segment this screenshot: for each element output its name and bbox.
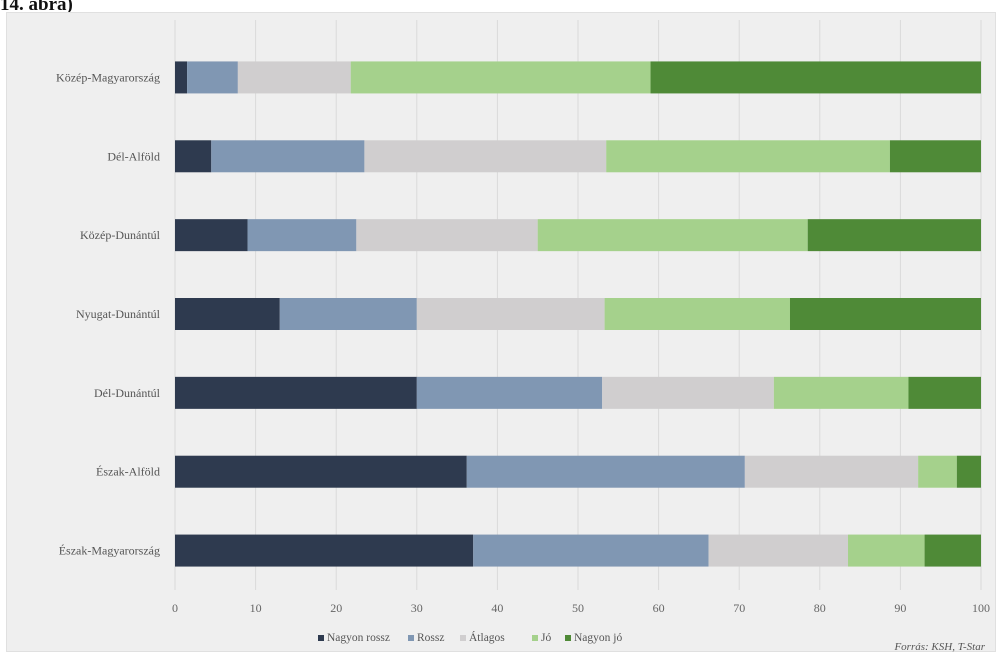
x-tick-label: 40 (491, 601, 503, 615)
bar-segment (211, 140, 365, 173)
source-note: Forrás: KSH, T-Star (893, 641, 985, 653)
bar-segment (175, 455, 467, 488)
x-tick-labels: 0 10 20 30 40 50 60 70 80 90 100 (172, 601, 990, 615)
bar-segment (604, 298, 790, 330)
bar-segment (908, 376, 981, 409)
bar-segment (848, 534, 925, 567)
x-tick-label: 90 (894, 601, 906, 615)
category-label: Dél-Alföld (107, 149, 160, 163)
x-tick-label: 50 (572, 601, 584, 615)
legend-label: Átlagos (469, 630, 505, 644)
bar-segment (175, 298, 280, 330)
bar-segment (807, 219, 981, 252)
bar-segment (175, 140, 212, 173)
legend-label: Jó (541, 632, 551, 644)
bar-segment (473, 534, 709, 567)
legend-label: Nagyon jó (574, 632, 622, 644)
bar-segment (187, 61, 238, 94)
bar-segment (924, 534, 981, 567)
bar-segment (175, 534, 474, 567)
x-tick-label: 10 (250, 601, 262, 615)
legend-swatch (408, 635, 414, 641)
x-tick-label: 70 (733, 601, 745, 615)
bar-segment (247, 219, 357, 252)
x-tick-label: 20 (330, 601, 342, 615)
x-tick-label: 30 (411, 601, 423, 615)
bar-segment (350, 61, 651, 94)
bar-segment (789, 298, 981, 330)
bar-segment (364, 140, 607, 173)
x-tick-label: 100 (972, 601, 990, 615)
bar-segment (650, 61, 981, 94)
x-tick-label: 80 (814, 601, 826, 615)
bar-segment (175, 61, 188, 94)
bar-segment (466, 455, 745, 488)
bar-segment (279, 298, 417, 330)
legend-swatch (318, 635, 324, 641)
bar-segment (416, 298, 605, 330)
bar-segment (416, 376, 603, 409)
bar-segment (237, 61, 351, 94)
category-labels: Közép-Magyarország Dél-Alföld Közép-Dunánt… (56, 70, 161, 557)
bars (175, 61, 981, 567)
bar-segment (175, 376, 417, 409)
legend-label: Nagyon rossz (327, 632, 390, 644)
bar-segment (602, 376, 774, 409)
legend-swatch (460, 635, 466, 641)
bar-segment (918, 455, 957, 488)
category-label: Dél-Dunántúl (94, 386, 161, 400)
legend-swatch (565, 635, 571, 641)
category-label: Közép-Magyarország (56, 70, 160, 84)
legend-swatch (532, 635, 538, 641)
bar-segment (537, 219, 808, 252)
bar-segment (956, 455, 981, 488)
x-tick-label: 60 (653, 601, 665, 615)
category-label: Közép-Dunántúl (80, 228, 161, 242)
bar-segment (773, 376, 909, 409)
figure-heading: 14. ábra) (0, 0, 73, 15)
category-label: Nyugat-Dunántúl (76, 307, 161, 321)
x-tick-label: 0 (172, 601, 178, 615)
bar-segment (889, 140, 981, 173)
legend-label: Rossz (417, 632, 444, 644)
bar-segment (356, 219, 538, 252)
bar-segment (175, 219, 248, 252)
legend: Nagyon rossz Rossz Átlagos Jó Nagyon jó (318, 630, 622, 644)
category-label: Észak-Magyarország (59, 544, 160, 558)
bar-segment (606, 140, 890, 173)
bar-segment (708, 534, 849, 567)
bar-segment (744, 455, 919, 488)
category-label: Észak-Alföld (96, 465, 160, 479)
